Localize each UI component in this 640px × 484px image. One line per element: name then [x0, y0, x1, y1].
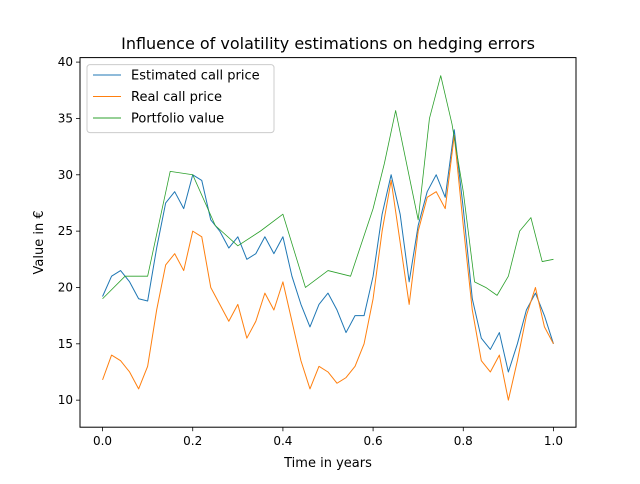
- series-line-portfolio-value: [102, 75, 554, 300]
- x-tick-label: 0.8: [454, 434, 473, 448]
- chart-title: Influence of volatility estimations on h…: [121, 34, 535, 53]
- x-tick-label: 1.0: [544, 434, 563, 448]
- legend-label-portfolio-value: Portfolio value: [131, 112, 224, 127]
- axes-frame: [79, 57, 577, 428]
- y-ticks: 10 15 20 25 30 35 40: [58, 55, 80, 407]
- y-tick-label: 35: [58, 111, 73, 125]
- legend: Estimated call price Real call price Portf…: [86, 64, 275, 134]
- x-tick-label: 0.2: [183, 434, 202, 448]
- legend-items: Estimated call price Real call price Portf…: [93, 69, 260, 127]
- y-tick-label: 10: [58, 393, 73, 407]
- y-tick-label: 40: [58, 55, 73, 69]
- x-tick-label: 0.0: [93, 434, 112, 448]
- x-tick-label: 0.4: [273, 434, 292, 448]
- x-tick-label: 0.6: [364, 434, 383, 448]
- legend-box: [86, 64, 275, 134]
- y-tick-label: 25: [58, 224, 73, 238]
- y-tick-label: 30: [58, 168, 73, 182]
- x-axis-label: Time in years: [283, 456, 372, 471]
- series-line-real-call-price: [102, 134, 554, 401]
- series-lines: [102, 75, 554, 401]
- x-ticks: 0.0 0.2 0.4 0.6 0.8 1.0: [93, 427, 563, 448]
- y-axis-label: Value in €: [32, 210, 47, 274]
- y-tick-label: 15: [58, 337, 73, 351]
- legend-label-estimated-call-price: Estimated call price: [131, 69, 260, 84]
- y-tick-label: 20: [58, 280, 73, 294]
- legend-label-real-call-price: Real call price: [131, 90, 222, 105]
- series-line-estimated-call-price: [102, 129, 554, 373]
